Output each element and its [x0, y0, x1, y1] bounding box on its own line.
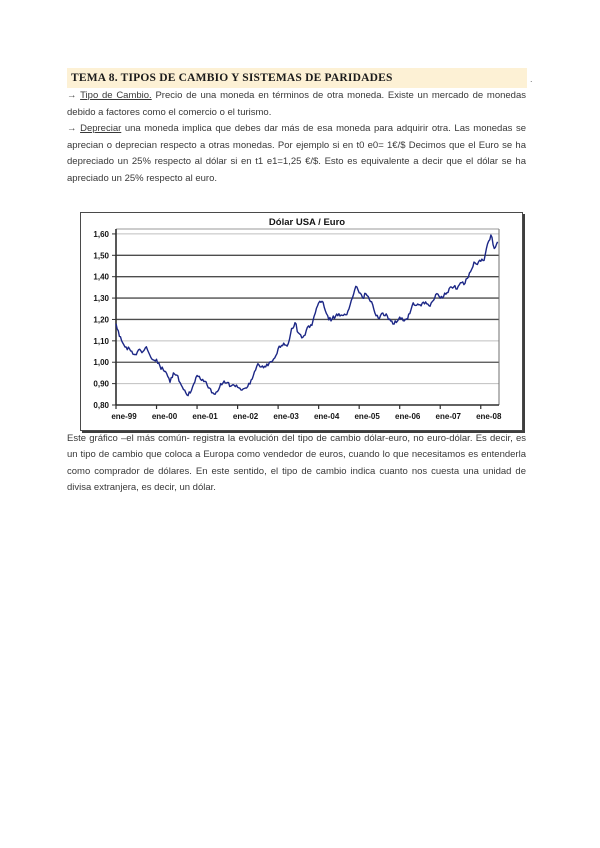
- arrow-bullet-icon: →: [67, 123, 77, 135]
- paragraph-depreciar-text: una moneda implica que debes dar más de …: [67, 123, 526, 184]
- term-depreciar: Depreciar: [80, 123, 122, 135]
- term-tipo-de-cambio: Tipo de Cambio.: [80, 90, 152, 101]
- svg-text:1,30: 1,30: [93, 294, 109, 303]
- exchange-rate-chart-svg: Dólar USA / Euro 0,80 0,90 1,00 1,10 1,20 1,30…: [93, 217, 502, 421]
- svg-text:ene-03: ene-03: [273, 412, 299, 421]
- price-line: [115, 233, 499, 396]
- svg-text:ene-06: ene-06: [395, 412, 421, 421]
- exchange-rate-figure: Dólar USA / Euro 0,80 0,90 1,00 1,10 1,20 1,30…: [80, 211, 523, 431]
- svg-text:ene-02: ene-02: [233, 412, 259, 421]
- svg-text:ene-07: ene-07: [436, 412, 462, 421]
- paragraph-depreciar: → Depreciar una moneda implica que debes…: [67, 121, 526, 187]
- paragraph-tipo-de-cambio: → Tipo de Cambio. Precio de una moneda e…: [67, 88, 526, 121]
- title-trailing-period: .: [530, 74, 533, 84]
- svg-text:ene-99: ene-99: [111, 412, 137, 421]
- svg-text:1,20: 1,20: [93, 315, 109, 324]
- svg-text:1,60: 1,60: [93, 229, 109, 238]
- topic-title-text: TEMA 8. TIPOS DE CAMBIO Y SISTEMAS DE PA…: [71, 72, 393, 84]
- svg-text:1,00: 1,00: [93, 358, 109, 367]
- svg-text:ene-00: ene-00: [152, 412, 178, 421]
- svg-text:0,80: 0,80: [93, 401, 109, 410]
- svg-text:ene-05: ene-05: [354, 412, 380, 421]
- page-content: TEMA 8. TIPOS DE CAMBIO Y SISTEMAS DE PA…: [67, 68, 533, 497]
- svg-text:1,10: 1,10: [93, 336, 109, 345]
- topic-title-bar: TEMA 8. TIPOS DE CAMBIO Y SISTEMAS DE PA…: [67, 68, 527, 88]
- topic-title-row: TEMA 8. TIPOS DE CAMBIO Y SISTEMAS DE PA…: [67, 68, 533, 88]
- svg-text:ene-04: ene-04: [314, 412, 340, 421]
- arrow-bullet-icon: →: [67, 90, 77, 101]
- paragraph-chart-explanation: Este gráfico –el más común- registra la …: [67, 432, 526, 494]
- chart-title: Dólar USA / Euro: [269, 217, 345, 228]
- svg-text:1,50: 1,50: [93, 251, 109, 260]
- svg-text:0,90: 0,90: [93, 379, 109, 388]
- svg-text:ene-01: ene-01: [192, 412, 218, 421]
- paragraph-tipo-de-cambio-text: Precio de una moneda en términos de otra…: [67, 90, 527, 118]
- svg-text:ene-08: ene-08: [476, 412, 502, 421]
- svg-text:1,40: 1,40: [93, 272, 109, 281]
- chart-frame: Dólar USA / Euro 0,80 0,90 1,00 1,10 1,20 1,30…: [80, 211, 523, 431]
